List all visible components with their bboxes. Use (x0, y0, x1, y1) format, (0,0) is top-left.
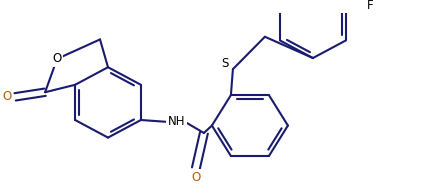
Text: O: O (191, 171, 201, 184)
Text: NH: NH (168, 115, 186, 128)
Text: O: O (52, 52, 62, 65)
Text: S: S (221, 57, 229, 70)
Text: O: O (3, 90, 12, 103)
Text: F: F (366, 0, 373, 12)
